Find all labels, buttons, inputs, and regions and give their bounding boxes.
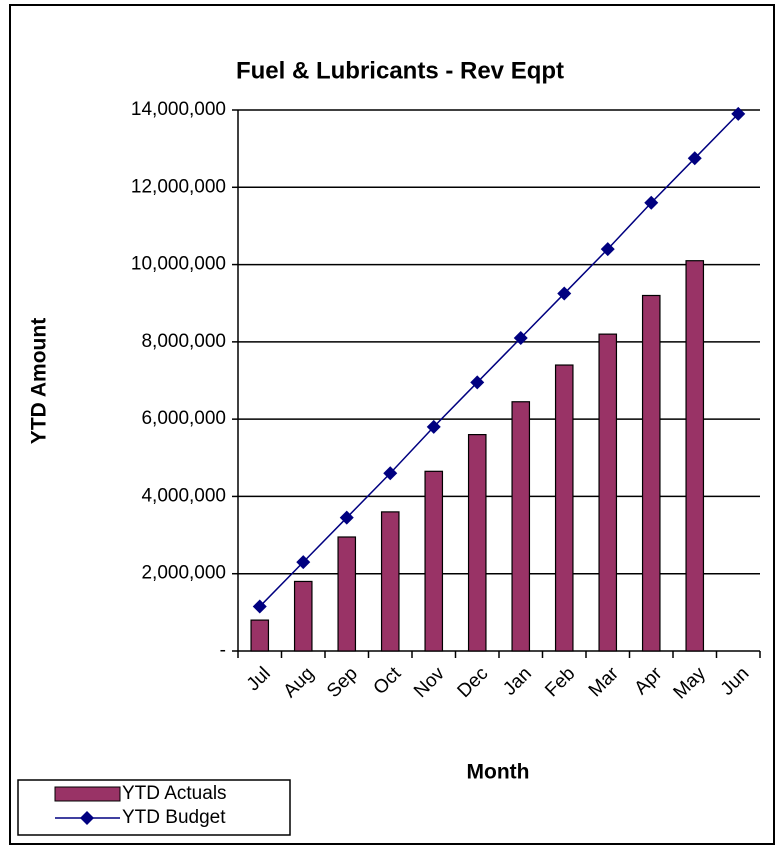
marker xyxy=(687,151,702,166)
y-tick-label: 2,000,000 xyxy=(141,563,226,584)
marker xyxy=(513,330,528,345)
y-tick-label: 6,000,000 xyxy=(141,408,226,429)
bar xyxy=(467,434,487,652)
marker xyxy=(339,510,354,525)
marker xyxy=(600,242,615,257)
bar xyxy=(511,401,531,652)
y-tick-label: - xyxy=(220,640,226,661)
marker xyxy=(644,195,659,210)
bar xyxy=(380,511,400,652)
y-axis-title: YTD Amount xyxy=(28,318,51,444)
chart-title: Fuel & Lubricants - Rev Eqpt xyxy=(236,57,564,84)
bar xyxy=(598,333,618,652)
marker xyxy=(470,375,485,390)
marker xyxy=(557,286,572,301)
y-tick-label: 12,000,000 xyxy=(131,176,226,197)
marker xyxy=(296,555,311,570)
legend-marker xyxy=(80,811,94,825)
x-axis-title: Month xyxy=(467,761,530,784)
bar xyxy=(250,619,270,652)
bar xyxy=(337,536,357,652)
bar xyxy=(641,294,661,652)
y-tick-label: 4,000,000 xyxy=(141,485,226,506)
y-tick-label: 14,000,000 xyxy=(131,99,226,120)
marker xyxy=(252,599,267,614)
line xyxy=(259,113,739,608)
legend-label: YTD Budget xyxy=(122,807,226,828)
y-tick-label: 10,000,000 xyxy=(131,254,226,275)
marker xyxy=(383,466,398,481)
marker xyxy=(731,106,746,121)
legend-swatch xyxy=(54,786,121,802)
legend-label: YTD Actuals xyxy=(122,783,227,804)
bar xyxy=(554,364,574,652)
bar xyxy=(685,260,705,652)
bar xyxy=(293,580,313,652)
bar xyxy=(424,470,444,652)
marker xyxy=(426,419,441,434)
y-tick-label: 8,000,000 xyxy=(141,331,226,352)
